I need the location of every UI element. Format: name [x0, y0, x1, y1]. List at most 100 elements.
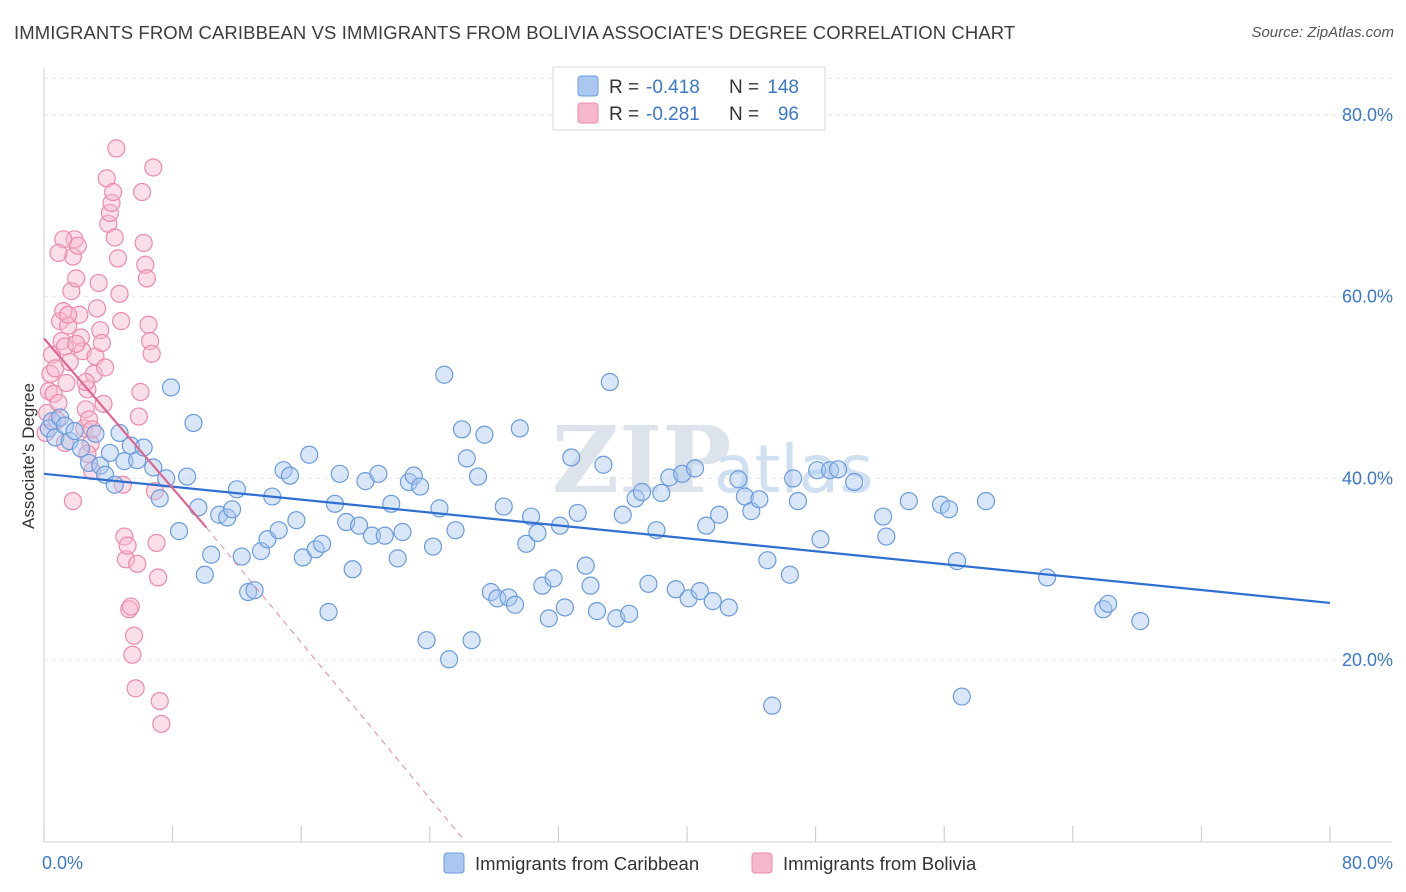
bolivia-point-56 — [126, 679, 145, 698]
caribbean-point-127 — [874, 507, 893, 526]
caribbean-point-131 — [939, 500, 959, 519]
caribbean-point-89 — [568, 503, 587, 523]
caribbean-point-90 — [576, 556, 595, 575]
caribbean-point-55 — [369, 464, 388, 483]
caribbean-point-69 — [452, 420, 472, 439]
caribbean-point-107 — [685, 459, 705, 478]
caribbean-point-122 — [808, 461, 827, 480]
series-legend: Immigrants from Caribbean Immigrants fro… — [443, 852, 977, 874]
bolivia-point-58 — [129, 407, 148, 426]
series-bolivia-points — [36, 139, 171, 733]
stats-legend: R = -0.418 N = 148 R = -0.281 N = 96 — [552, 66, 826, 131]
caribbean-point-13 — [105, 475, 124, 494]
caribbean-point-104 — [666, 580, 685, 599]
watermark-zip: ZIP — [552, 406, 731, 514]
bolivia-point-15 — [60, 352, 79, 372]
caribbean-point-126 — [845, 472, 864, 492]
caribbean-point-67 — [439, 650, 459, 669]
caribbean-point-106 — [679, 589, 698, 608]
source-label: Source: ZipAtlas.com — [1251, 24, 1394, 41]
bolivia-point-28 — [81, 434, 100, 453]
caribbean-point-76 — [494, 497, 513, 516]
caribbean-point-136 — [1094, 600, 1113, 619]
bolivia-point-64 — [139, 315, 158, 334]
bolivia-point-67 — [144, 158, 163, 177]
bolivia-point-8 — [49, 393, 68, 413]
bolivia-point-63 — [137, 269, 156, 288]
caribbean-point-61 — [404, 466, 423, 485]
caribbean-point-41 — [280, 466, 300, 485]
caribbean-point-68 — [446, 521, 465, 540]
caribbean-point-120 — [783, 469, 803, 488]
bolivia-point-37 — [95, 358, 115, 377]
legend-n-label-bolivia: N = — [729, 104, 759, 125]
caribbean-point-35 — [245, 581, 264, 600]
bottom-legend-label-bolivia: Immigrants from Bolivia — [783, 853, 977, 874]
caribbean-point-33 — [232, 547, 251, 566]
caribbean-point-12 — [100, 443, 120, 463]
bolivia-point-57 — [128, 554, 147, 573]
caribbean-point-108 — [690, 582, 709, 601]
caribbean-point-72 — [468, 467, 488, 486]
bolivia-point-25 — [76, 400, 95, 419]
caribbean-point-9 — [86, 424, 105, 443]
caribbean-point-79 — [510, 419, 529, 438]
bolivia-point-72 — [152, 714, 171, 733]
bolivia-point-36 — [94, 394, 113, 413]
caribbean-point-134 — [976, 492, 996, 511]
caribbean-point-23 — [169, 522, 189, 541]
trend-line-caribbean — [43, 472, 1331, 605]
bolivia-point-71 — [150, 691, 169, 711]
caribbean-point-49 — [330, 464, 349, 483]
caribbean-point-10 — [91, 456, 110, 475]
caribbean-point-20 — [150, 489, 169, 508]
x-tick-label-max: 80.0% — [1342, 853, 1393, 873]
bolivia-point-52 — [120, 600, 139, 619]
caribbean-point-34 — [239, 582, 258, 602]
caribbean-point-66 — [435, 365, 454, 384]
caribbean-point-54 — [362, 526, 382, 545]
caribbean-point-119 — [780, 565, 799, 584]
bolivia-point-47 — [112, 312, 131, 331]
caribbean-point-94 — [600, 372, 619, 392]
caribbean-point-129 — [899, 492, 918, 511]
caribbean-point-96 — [613, 505, 632, 524]
caribbean-point-31 — [222, 500, 242, 519]
caribbean-point-52 — [349, 516, 369, 535]
bolivia-point-50 — [116, 550, 136, 569]
caribbean-point-26 — [189, 498, 208, 517]
caribbean-point-8 — [79, 453, 99, 473]
caribbean-point-128 — [877, 527, 896, 546]
bolivia-point-3 — [41, 364, 60, 383]
bolivia-point-13 — [57, 373, 76, 393]
y-tick-label-20: 20.0% — [1342, 650, 1393, 670]
caribbean-point-25 — [184, 413, 203, 433]
legend-swatch-caribbean — [577, 75, 599, 97]
bolivia-point-45 — [108, 249, 128, 268]
caribbean-point-91 — [581, 576, 600, 595]
caribbean-point-125 — [829, 460, 848, 479]
caribbean-point-138 — [1131, 612, 1150, 631]
bolivia-point-78 — [49, 243, 68, 263]
bolivia-point-14 — [59, 316, 78, 335]
caribbean-point-83 — [533, 576, 552, 595]
bolivia-point-5 — [44, 384, 63, 403]
caribbean-point-7 — [71, 439, 91, 458]
caribbean-point-123 — [811, 530, 830, 549]
caribbean-point-99 — [632, 482, 652, 502]
bolivia-point-70 — [149, 568, 168, 587]
legend-r-label-bolivia: R = — [609, 104, 639, 125]
caribbean-point-121 — [788, 492, 808, 511]
caribbean-point-2 — [46, 428, 65, 447]
caribbean-point-51 — [343, 560, 362, 579]
caribbean-point-109 — [697, 516, 716, 535]
caribbean-point-62 — [411, 477, 430, 496]
caribbean-point-42 — [287, 511, 306, 530]
caribbean-point-116 — [750, 490, 769, 509]
caribbean-point-77 — [499, 588, 518, 607]
caribbean-point-100 — [639, 574, 658, 593]
y-tick-label-40: 40.0% — [1342, 468, 1393, 488]
legend-n-label-caribbean: N = — [729, 77, 759, 98]
y-axis-title: Associate's Degree — [19, 383, 38, 529]
caribbean-point-56 — [375, 526, 394, 545]
